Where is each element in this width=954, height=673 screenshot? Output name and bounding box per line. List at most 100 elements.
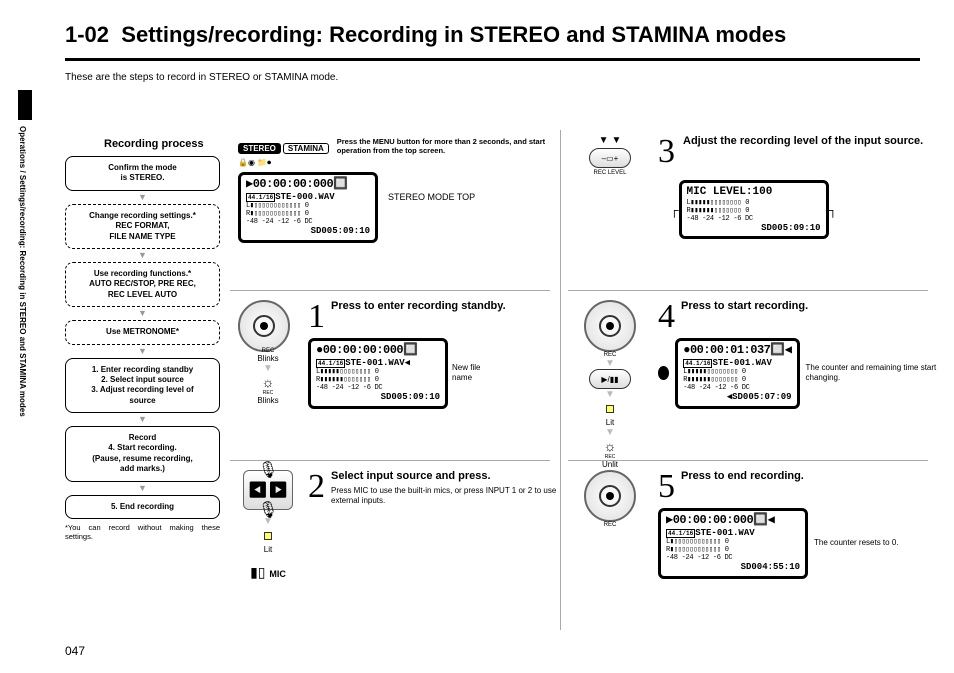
horizontal-divider-1 xyxy=(568,290,928,291)
mic-label: MIC xyxy=(269,569,286,579)
s4-led1-icon xyxy=(570,400,650,418)
title-text: Settings/recording: Recording in STEREO … xyxy=(121,22,786,47)
s4-led2-label: Unlit xyxy=(570,460,650,469)
rec-button-s4[interactable] xyxy=(584,300,636,352)
s3-meters: L▮▮▮▮▮▯▯▯▯▯▯▯▯ 0 R▮▮▮▮▮▮▯▯▯▯▯▯▯ 0 -48 -2… xyxy=(687,199,821,223)
step-2-num: 2 xyxy=(308,470,325,506)
proc-arrow: ▼ xyxy=(65,309,220,318)
mode-stamina: STAMINA xyxy=(283,143,329,154)
proc-box-5: Record 4. Start recording. (Pause, resum… xyxy=(65,426,220,482)
rec-level-pill[interactable]: –▭+ xyxy=(589,148,631,168)
step-2-sub: Press MIC to use the built-in mics, or p… xyxy=(331,486,558,506)
s5-sd: 004:55:10 xyxy=(751,562,800,572)
step-1: REC Blinks ▼ ☼REC Blinks 1 Press to ente… xyxy=(238,300,558,409)
sidebar-tab: Operations / Settings/recording: Recordi… xyxy=(18,90,32,630)
step-4-screen: ●00:00:01:037🔲◀ 44.1/16STE-001.WAV L▮▮▮▮… xyxy=(675,338,799,409)
step-3: ▼▼ –▭+ REC LEVEL 3 Adjust the recording … xyxy=(570,135,935,239)
sidebar-text: Operations / Settings/recording: Recordi… xyxy=(18,120,27,620)
proc-arrow: ▼ xyxy=(65,347,220,356)
step-1-num: 1 xyxy=(308,300,325,334)
proc-arrow: ▼ xyxy=(65,251,220,260)
s4-meters: L▮▮▮▮▮▯▯▯▯▯▯▯▯ 0 R▮▮▮▮▮▮▯▯▯▯▯▯▯ 0 -48 -2… xyxy=(683,368,791,392)
s4-led1-label: Lit xyxy=(570,418,650,427)
step-5: REC 5 Press to end recording. ▶00:00:00:… xyxy=(570,470,940,579)
step-3-title: Adjust the recording level of the input … xyxy=(683,135,935,176)
proc-box-0: Confirm the mode is STEREO. xyxy=(65,156,220,191)
s4-fmt: 44.1/16 xyxy=(683,359,712,368)
title-rule xyxy=(65,58,920,61)
s5-time: 00:00:00:000 xyxy=(673,513,753,527)
s3-sd: 005:09:10 xyxy=(772,223,821,233)
process-heading: Recording process xyxy=(104,138,204,150)
s1-fmt: 44.1/16 xyxy=(316,359,345,368)
tab-marker xyxy=(18,90,32,120)
input-selector[interactable]: 🎙◀▶🎙 xyxy=(243,470,293,510)
s5-meters: L▮▯▯▯▯▯▯▯▯▯▯▯▯ 0 R▮▯▯▯▯▯▯▯▯▯▯▯▯ 0 -48 -2… xyxy=(666,538,800,562)
section-number: 1-02 xyxy=(65,22,109,47)
proc-box-6: 5. End recording xyxy=(65,495,220,519)
proc-box-3: Use METRONOME* xyxy=(65,320,220,344)
intro-text: These are the steps to record in STEREO … xyxy=(65,72,338,83)
step-3-screen: MIC LEVEL:100 L▮▮▮▮▮▯▯▯▯▯▯▯▯ 0 R▮▮▮▮▮▮▯▯… xyxy=(679,180,829,239)
rec-blinks-label: Blinks xyxy=(238,354,298,363)
step-1-title: Press to enter recording standby. xyxy=(331,300,506,334)
s1-time: 00:00:00:000 xyxy=(323,343,403,357)
top-screen: ▶00:00:00:000🔲 44.1/16STE-000.WAV L▮▯▯▯▯… xyxy=(238,172,378,243)
rec-level-buttons[interactable]: ▼▼ xyxy=(570,135,650,146)
page-number: 047 xyxy=(65,644,85,658)
vertical-divider xyxy=(560,130,561,630)
rec-button[interactable] xyxy=(238,300,290,352)
top-time: 00:00:00:000 xyxy=(253,177,333,191)
s1-file: STE-001.WAV xyxy=(345,358,404,368)
s4-anno: The counter and remaining time start cha… xyxy=(806,363,940,383)
step-5-title: Press to end recording. xyxy=(681,470,804,504)
top-file: STE-000.WAV xyxy=(275,192,334,202)
proc-box-2: Use recording functions.* AUTO REC/STOP,… xyxy=(65,262,220,307)
rec-level-label: REC LEVEL xyxy=(570,170,650,176)
step-4-num: 4 xyxy=(658,300,675,334)
s1-anno: New file name xyxy=(452,363,480,383)
s5-file: STE-001.WAV xyxy=(695,528,754,538)
menu-note: Press the MENU button for more than 2 se… xyxy=(337,138,558,155)
step-5-num: 5 xyxy=(658,470,675,504)
rec-button-s5[interactable] xyxy=(584,470,636,522)
step-4-title: Press to start recording. xyxy=(681,300,808,334)
play-pause-pill[interactable]: ▶/▮▮ xyxy=(589,369,631,389)
s5-anno: The counter resets to 0. xyxy=(814,538,899,548)
s4-led2-icon: ☼REC xyxy=(570,438,650,460)
step-1-screen: ●00:00:00:000🔲 44.1/16STE-001.WAV◀ L▮▮▮▮… xyxy=(308,338,448,409)
input-led-icon xyxy=(238,527,298,545)
step-2-title: Select input source and press. xyxy=(331,470,558,483)
proc-box-1: Change recording settings.* REC FORMAT, … xyxy=(65,204,220,249)
s3-mic-level: MIC LEVEL:100 xyxy=(687,186,821,199)
process-column: Confirm the mode is STEREO. ▼ Change rec… xyxy=(65,156,220,541)
step-5-screen: ▶00:00:00:000🔲◀ 44.1/16STE-001.WAV L▮▯▯▯… xyxy=(658,508,808,579)
s1-meters: L▮▮▮▮▮▯▯▯▯▯▯▯▯ 0 R▮▮▮▮▮▮▯▯▯▯▯▯▯ 0 -48 -2… xyxy=(316,368,440,392)
mic-button[interactable]: ▮▯ MIC xyxy=(238,564,298,581)
mode-badges: STEREOSTAMINA 🔒◉ 📁⏺ xyxy=(238,138,331,168)
page-title: 1-02 Settings/recording: Recording in ST… xyxy=(65,22,786,48)
rec-indicator-dot xyxy=(658,366,669,380)
s4-file: STE-001.WAV xyxy=(712,358,771,368)
process-footnote: *You can record without making these set… xyxy=(65,523,220,541)
top-sd: 005:09:10 xyxy=(321,226,370,236)
mode-stereo: STEREO xyxy=(238,143,281,154)
step-4: REC ▼ ▶/▮▮ ▼ Lit ▼ ☼REC Unlit 4 Press to… xyxy=(570,300,940,469)
proc-arrow: ▼ xyxy=(65,415,220,424)
top-block: STEREOSTAMINA 🔒◉ 📁⏺ Press the MENU butto… xyxy=(238,138,558,243)
s1-sd: 005:09:10 xyxy=(391,392,440,402)
s4-sd: 005:07:09 xyxy=(743,392,792,402)
led-blinks-label: Blinks xyxy=(238,396,298,405)
proc-box-4: 1. Enter recording standby 2. Select inp… xyxy=(65,358,220,414)
screen-label: STEREO MODE TOP xyxy=(388,172,475,202)
step-3-num: 3 xyxy=(658,135,675,176)
led-lit-label: Lit xyxy=(238,545,298,554)
rec-led-icon: ☼REC xyxy=(238,374,298,396)
top-fmt: 44.1/16 xyxy=(246,193,275,202)
proc-arrow: ▼ xyxy=(65,193,220,202)
top-meters: L▮▯▯▯▯▯▯▯▯▯▯▯▯ 0 R▮▯▯▯▯▯▯▯▯▯▯▯▯ 0 -48 -2… xyxy=(246,202,370,226)
step-2: 🎙◀▶🎙 ▼ Lit ▮▯ MIC 2 Select input source … xyxy=(238,470,558,581)
proc-arrow: ▼ xyxy=(65,484,220,493)
horizontal-divider-3 xyxy=(230,290,550,291)
s5-fmt: 44.1/16 xyxy=(666,529,695,538)
